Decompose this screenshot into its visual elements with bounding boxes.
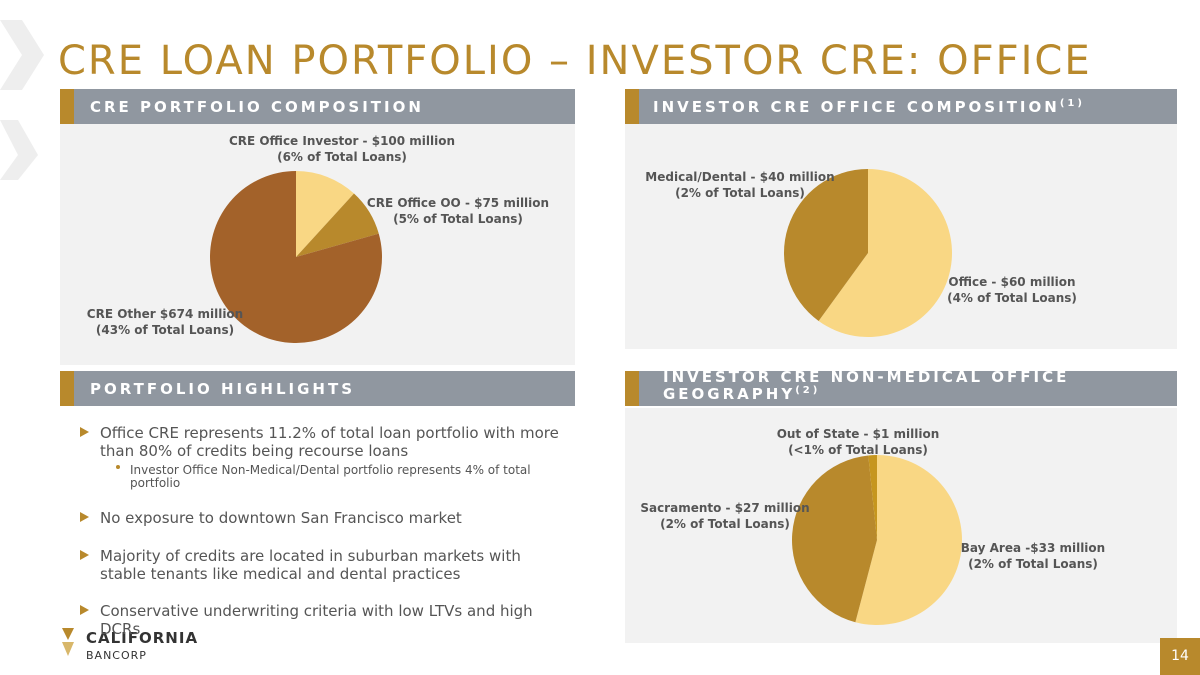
header-note: (2) [795,385,820,396]
bullet [80,512,89,522]
pie-slice [818,169,952,337]
bullet [80,550,89,560]
header-bar [625,89,1177,124]
header: INVESTOR CRE NON-MEDICAL OFFICE GEOGRAPHY… [663,368,1069,403]
slice-label: CRE Office OO - $75 million [367,196,549,210]
header-note: (1) [1060,98,1085,109]
slice-label: Sacramento - $27 million [640,501,809,515]
sub-bullet [116,465,120,469]
slice-share: (4% of Total Loans) [947,291,1077,305]
logo-text: CALIFORNIA [86,629,198,647]
pie-slice [855,455,963,625]
pie-slice [784,169,868,321]
header-bar [60,89,575,124]
slice-label: Office - $60 million [948,275,1075,289]
slice-share: (43% of Total Loans) [96,323,234,337]
slice-share: (2% of Total Loans) [968,557,1098,571]
slice-share: (5% of Total Loans) [393,212,523,226]
slice-label: Bay Area -$33 million [961,541,1105,555]
header: PORTFOLIO HIGHLIGHTS [90,380,355,398]
bullet [80,605,89,615]
pie-slice [210,170,382,343]
header-accent [625,89,639,124]
slice-label: Out of State - $1 million [777,427,940,441]
header: CRE PORTFOLIO COMPOSITION [90,98,424,116]
logo-text: BANCORP [86,649,147,662]
highlight: Majority of credits are located in subur… [100,547,560,583]
highlight: Office CRE represents 11.2% of total loa… [100,424,560,490]
header-accent [60,371,74,406]
slice-share: (<1% of Total Loans) [788,443,928,457]
logo-mark [62,628,74,640]
header-accent [625,371,639,406]
header: INVESTOR CRE OFFICE COMPOSITION(1) [653,98,1085,116]
bullet [80,427,89,437]
highlight-text: Majority of credits are located in subur… [100,547,521,583]
decor [0,120,38,180]
slice-label: Medical/Dental - $40 million [645,170,834,184]
slice-share: (2% of Total Loans) [660,517,790,531]
highlight: No exposure to downtown San Francisco ma… [100,509,560,527]
header-bar [60,371,575,406]
pie-slice [296,171,354,257]
header-text: INVESTOR CRE OFFICE COMPOSITION [653,98,1060,116]
pie-slice [791,455,877,623]
logo-mark [62,642,74,656]
header-bar [625,371,1177,406]
highlight-text: Office CRE represents 11.2% of total loa… [100,424,559,460]
page-number: 14 [1171,648,1189,664]
highlight: Conservative underwriting criteria with … [100,602,560,638]
sub-highlight: Investor Office Non-Medical/Dental portf… [130,463,531,490]
header-text: INVESTOR CRE NON-MEDICAL OFFICE [663,368,1069,386]
highlight-text: No exposure to downtown San Francisco ma… [100,509,462,527]
header-text: GEOGRAPHY [663,385,795,403]
slide-title: CRE LOAN PORTFOLIO – INVESTOR CRE: OFFIC… [58,38,1092,84]
pie-slice [868,455,877,540]
decor [0,20,44,90]
slice-label: CRE Office Investor - $100 million [229,134,455,148]
highlight-text: Conservative underwriting criteria with … [100,602,533,638]
slice-share: (2% of Total Loans) [675,186,805,200]
header-accent [60,89,74,124]
slice-label: CRE Other $674 million [87,307,243,321]
page-number-box [1160,638,1200,675]
pie-slice [296,193,379,257]
slice-share: (6% of Total Loans) [277,150,407,164]
